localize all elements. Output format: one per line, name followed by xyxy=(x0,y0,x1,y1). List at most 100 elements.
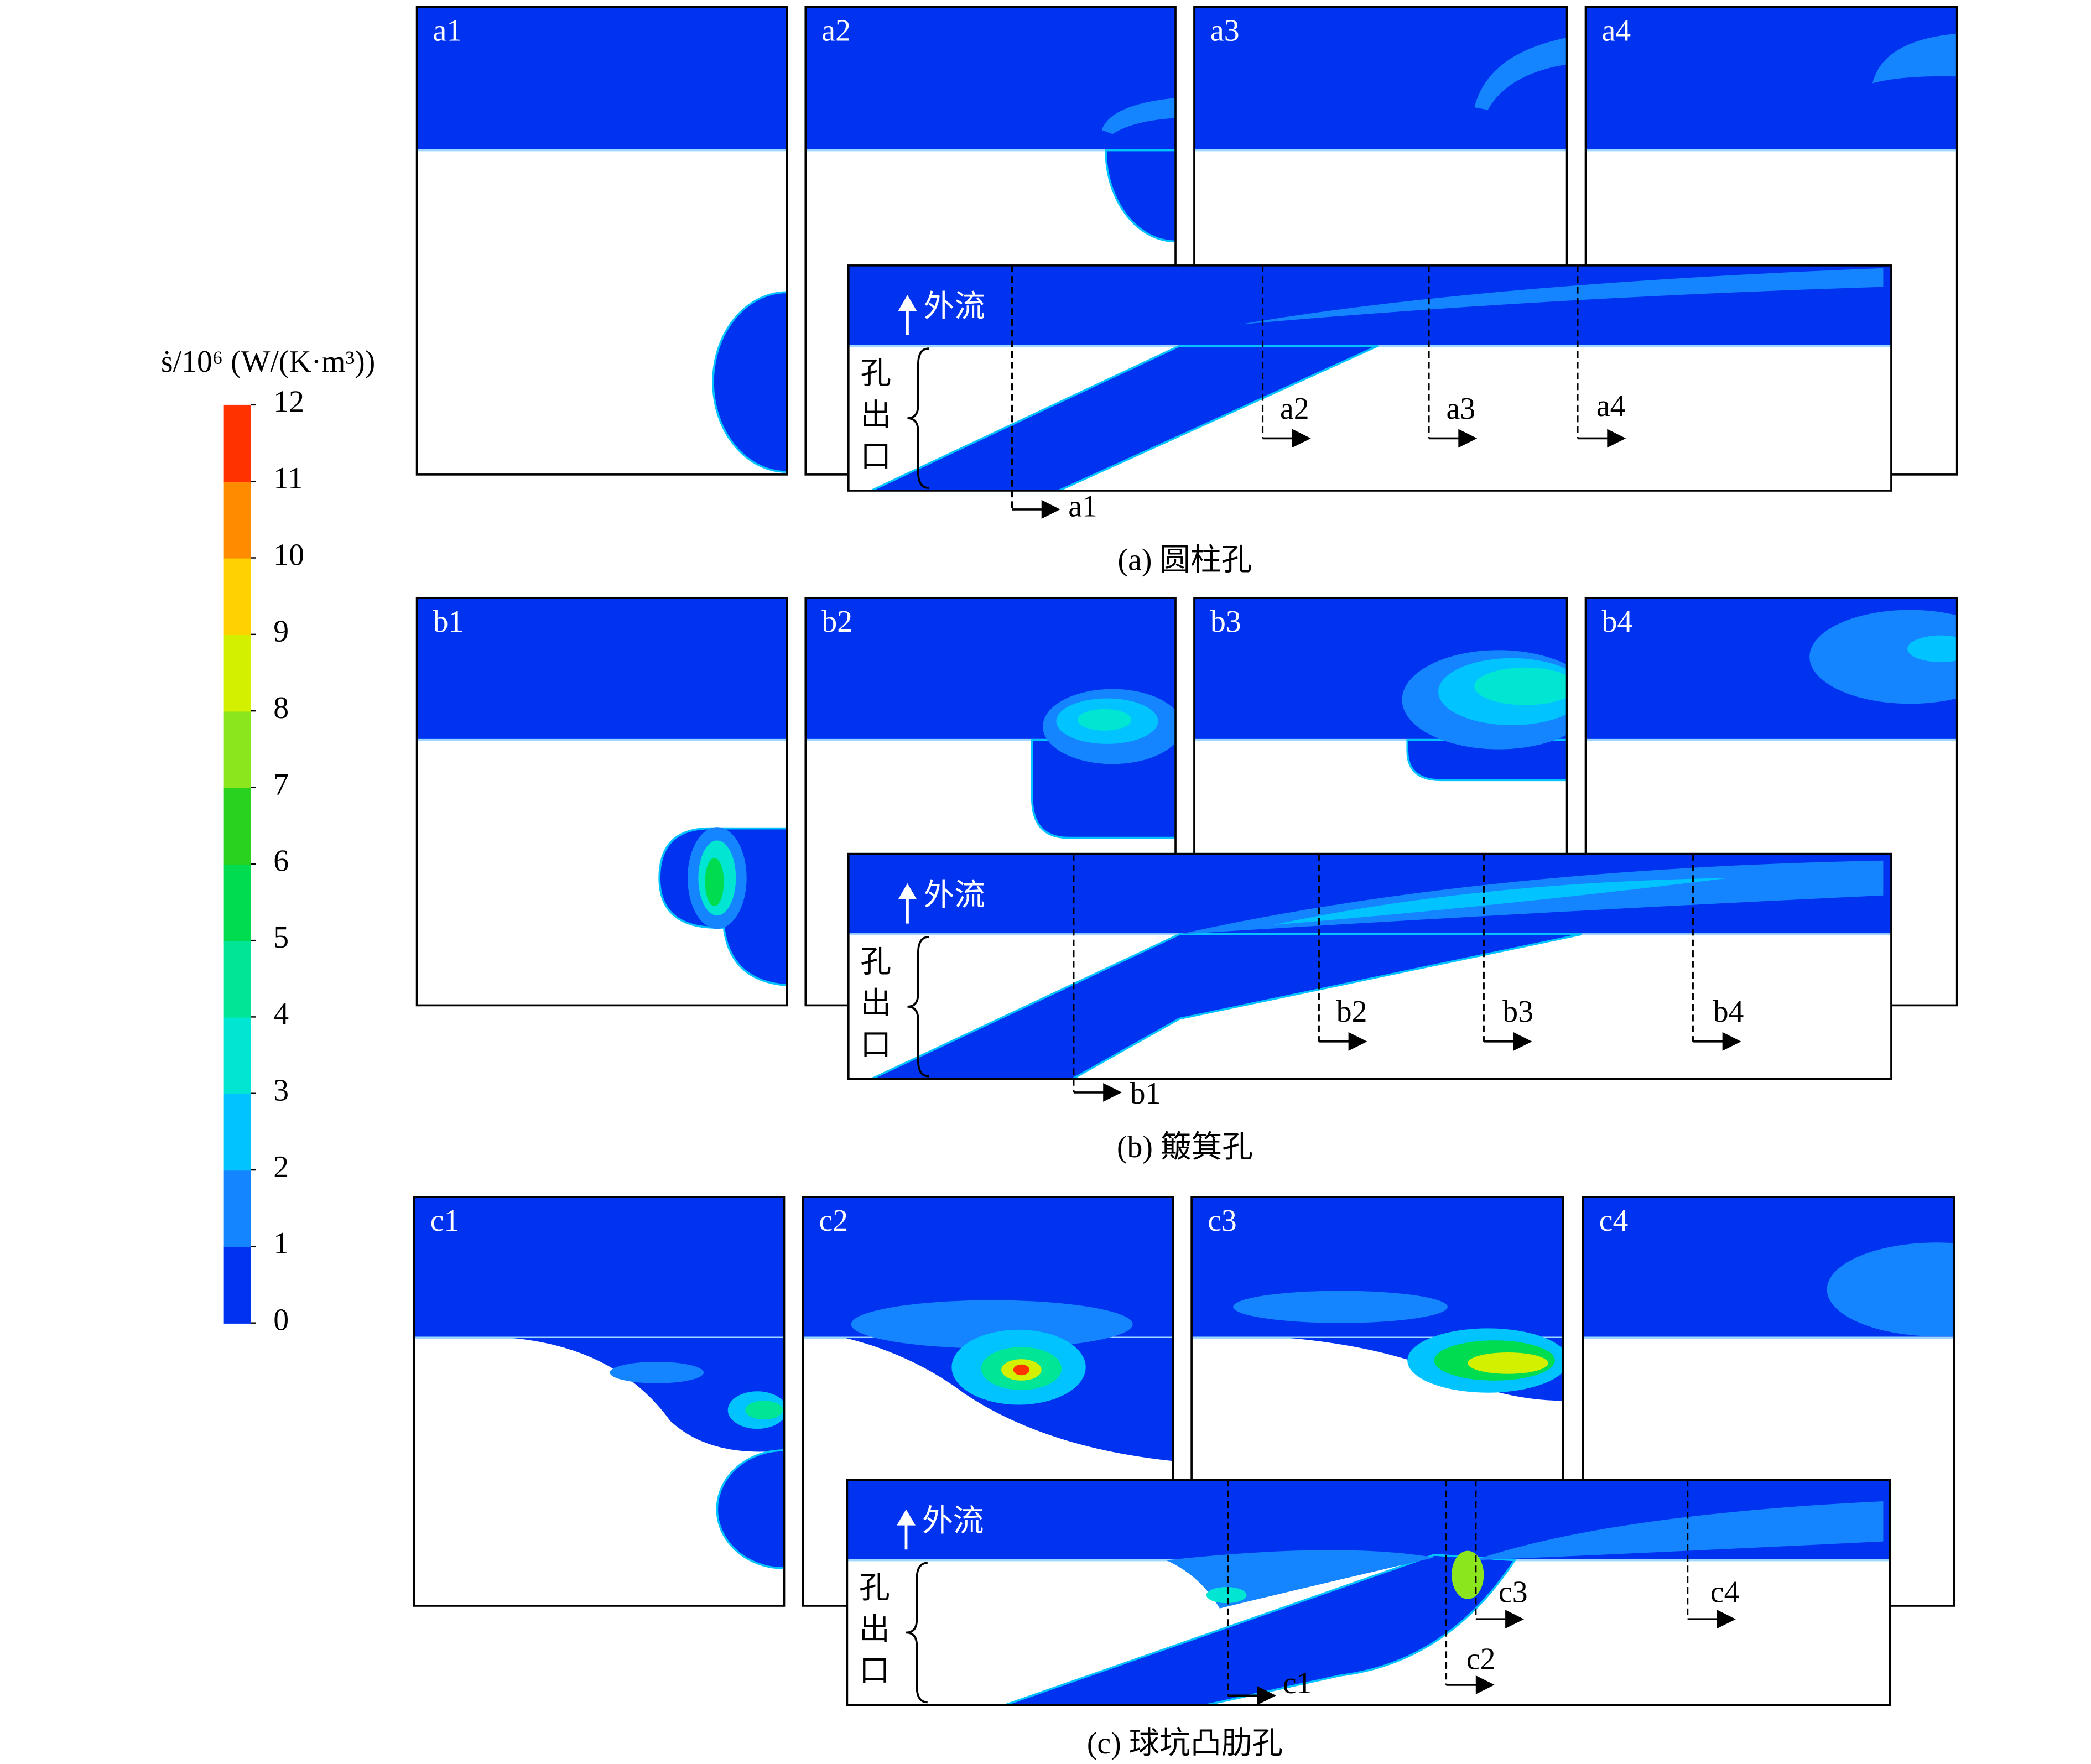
colorbar-tick-label: 8 xyxy=(273,691,289,725)
panel-contour xyxy=(805,597,1176,839)
flow-arrow-head xyxy=(898,295,917,311)
panel-contour xyxy=(1583,1196,1954,1339)
contour-region xyxy=(1105,149,1176,243)
panel-frame xyxy=(415,6,788,476)
panel-label: c3 xyxy=(1208,1204,1237,1238)
section-arrow-head xyxy=(1348,1032,1367,1051)
panel-contour xyxy=(1194,597,1567,782)
flow-arrow-head xyxy=(897,1509,916,1526)
panel-contour xyxy=(1585,7,1957,152)
colorbar-band xyxy=(223,404,251,482)
section-arrow-head xyxy=(1103,1083,1122,1102)
section-label: b4 xyxy=(1713,995,1744,1029)
colorbar-tick-label: 2 xyxy=(273,1150,289,1184)
colorbar-band xyxy=(223,1170,251,1247)
side-contour xyxy=(848,854,1891,1079)
panel-label: a3 xyxy=(1210,13,1240,48)
freestream xyxy=(1585,7,1957,150)
contour-region xyxy=(509,1338,784,1452)
colorbar-tick-label: 7 xyxy=(273,767,289,802)
colorbar-band xyxy=(223,711,251,788)
panel-frame xyxy=(413,1196,786,1607)
section-label: c2 xyxy=(1466,1642,1496,1677)
contour-region xyxy=(1233,1291,1448,1323)
section-arrow-head xyxy=(1475,1675,1495,1694)
section-arrow-head xyxy=(1717,1610,1736,1629)
panel-label: b3 xyxy=(1210,605,1241,639)
section-arrow-head xyxy=(1505,1610,1525,1629)
side-frame xyxy=(847,852,1892,1080)
section-arrow-head xyxy=(1513,1032,1532,1051)
colorbar-band xyxy=(223,1093,251,1171)
contour-region xyxy=(1240,268,1884,325)
contour-region xyxy=(610,1361,704,1383)
colorbar-band xyxy=(223,863,251,941)
panel-contour xyxy=(417,597,787,986)
contour-region xyxy=(1907,635,1957,663)
flow-label: 外流 xyxy=(924,290,985,324)
contour-region xyxy=(1474,667,1567,705)
colorbar-band xyxy=(223,1246,251,1324)
colorbar-band xyxy=(223,558,251,636)
contour-region xyxy=(1273,878,1729,925)
brace xyxy=(906,1562,928,1704)
contour-region xyxy=(716,1449,784,1569)
contour-region xyxy=(851,1300,1133,1349)
contour-region xyxy=(1827,1242,1954,1336)
caption: (b) 簸箕孔 xyxy=(1117,1130,1253,1164)
flow-arrow-head xyxy=(898,883,917,899)
colorbar-tick-label: 0 xyxy=(273,1303,289,1337)
contour-region xyxy=(1031,738,1176,839)
contour-region xyxy=(1809,610,1957,704)
contour-region xyxy=(712,291,787,473)
panel-label: c1 xyxy=(430,1204,460,1238)
section-arrow-head xyxy=(1607,429,1626,448)
contour-region xyxy=(871,345,1379,491)
contour-region xyxy=(705,857,724,907)
contour-region xyxy=(1468,1352,1548,1374)
panel-label: b2 xyxy=(821,605,852,639)
side-contour xyxy=(847,1480,1890,1705)
colorbar-band xyxy=(223,1017,251,1094)
contour-region xyxy=(1101,97,1176,134)
panel-frame xyxy=(415,596,788,1007)
brace xyxy=(907,347,929,489)
panel-contour xyxy=(805,7,1176,243)
contour-region xyxy=(871,933,1582,1079)
panel-label: c2 xyxy=(819,1204,849,1238)
panel-contour xyxy=(803,1196,1173,1461)
contour-region xyxy=(1452,1550,1484,1599)
section-arrow-head xyxy=(1041,499,1060,519)
panel-label: c4 xyxy=(1599,1204,1629,1238)
caption: (a) 圆柱孔 xyxy=(1118,543,1252,577)
colorbar-tick-label: 6 xyxy=(273,844,289,878)
colorbar-band xyxy=(223,940,251,1018)
exit-label: 孔出口 xyxy=(854,1571,889,1695)
colorbar-tick-label: 10 xyxy=(273,538,304,572)
section-label: a4 xyxy=(1596,389,1626,423)
contour-region xyxy=(1206,1587,1247,1604)
exit-label: 孔出口 xyxy=(856,357,891,481)
colorbar-band xyxy=(223,787,251,865)
side-contour xyxy=(848,265,1891,491)
panel-contour xyxy=(1585,597,1957,741)
contour-region xyxy=(1872,33,1957,84)
colorbar-band xyxy=(223,634,251,712)
section-label: c3 xyxy=(1499,1575,1528,1609)
section-label: c1 xyxy=(1283,1666,1312,1700)
panel-label: a4 xyxy=(1602,13,1631,48)
contour-region xyxy=(1013,1364,1029,1376)
section-arrow-head xyxy=(1722,1032,1741,1051)
flow-label: 外流 xyxy=(922,1504,984,1538)
panel-label: a1 xyxy=(433,13,462,48)
colorbar-tick-label: 12 xyxy=(273,385,304,419)
panel-contour xyxy=(1194,7,1567,152)
brace xyxy=(907,936,929,1078)
panel-contour xyxy=(417,7,787,473)
contour-region xyxy=(1005,1554,1517,1705)
contour-region xyxy=(1078,709,1132,731)
side-frame xyxy=(847,264,1892,492)
contour-region xyxy=(1474,37,1567,110)
